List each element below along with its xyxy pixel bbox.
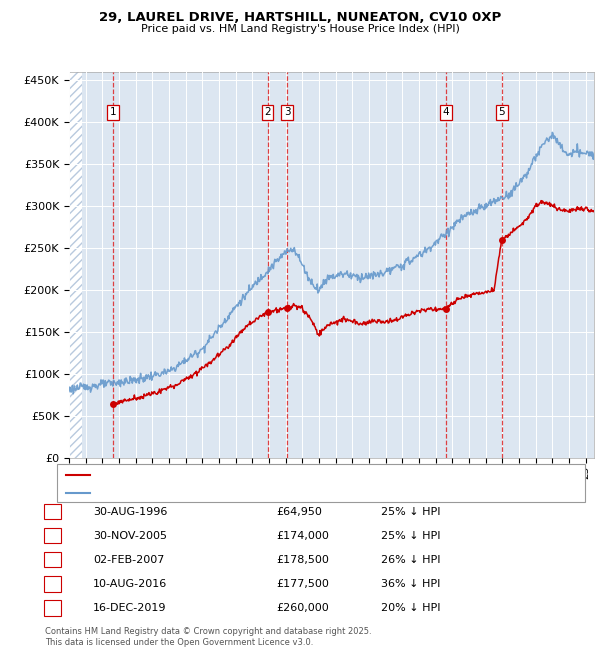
Text: 30-NOV-2005: 30-NOV-2005 xyxy=(93,530,167,541)
Text: 30-AUG-1996: 30-AUG-1996 xyxy=(93,506,167,517)
Text: 3: 3 xyxy=(284,107,290,117)
Text: 29, LAUREL DRIVE, HARTSHILL, NUNEATON, CV10 0XP: 29, LAUREL DRIVE, HARTSHILL, NUNEATON, C… xyxy=(99,11,501,24)
Text: £178,500: £178,500 xyxy=(276,554,329,565)
Text: 2: 2 xyxy=(49,530,56,541)
Text: 1: 1 xyxy=(49,506,56,517)
Text: 10-AUG-2016: 10-AUG-2016 xyxy=(93,578,167,589)
Text: 25% ↓ HPI: 25% ↓ HPI xyxy=(381,506,440,517)
Text: 26% ↓ HPI: 26% ↓ HPI xyxy=(381,554,440,565)
Text: 20% ↓ HPI: 20% ↓ HPI xyxy=(381,603,440,613)
Text: 5: 5 xyxy=(49,603,56,613)
Text: 1: 1 xyxy=(110,107,116,117)
Text: 36% ↓ HPI: 36% ↓ HPI xyxy=(381,578,440,589)
Text: 2: 2 xyxy=(264,107,271,117)
Text: 4: 4 xyxy=(49,578,56,589)
Bar xyxy=(69,72,82,458)
Text: HPI: Average price, detached house, North Warwickshire: HPI: Average price, detached house, Nort… xyxy=(94,488,370,498)
Text: 4: 4 xyxy=(443,107,449,117)
Text: 25% ↓ HPI: 25% ↓ HPI xyxy=(381,530,440,541)
Text: £177,500: £177,500 xyxy=(276,578,329,589)
Text: Contains HM Land Registry data © Crown copyright and database right 2025.
This d: Contains HM Land Registry data © Crown c… xyxy=(45,627,371,647)
Text: £260,000: £260,000 xyxy=(276,603,329,613)
Text: £174,000: £174,000 xyxy=(276,530,329,541)
Text: 3: 3 xyxy=(49,554,56,565)
Text: 16-DEC-2019: 16-DEC-2019 xyxy=(93,603,167,613)
Text: 5: 5 xyxy=(499,107,505,117)
Text: Price paid vs. HM Land Registry's House Price Index (HPI): Price paid vs. HM Land Registry's House … xyxy=(140,24,460,34)
Text: 29, LAUREL DRIVE, HARTSHILL, NUNEATON, CV10 0XP (detached house): 29, LAUREL DRIVE, HARTSHILL, NUNEATON, C… xyxy=(94,469,448,480)
Text: 02-FEB-2007: 02-FEB-2007 xyxy=(93,554,164,565)
Text: £64,950: £64,950 xyxy=(276,506,322,517)
